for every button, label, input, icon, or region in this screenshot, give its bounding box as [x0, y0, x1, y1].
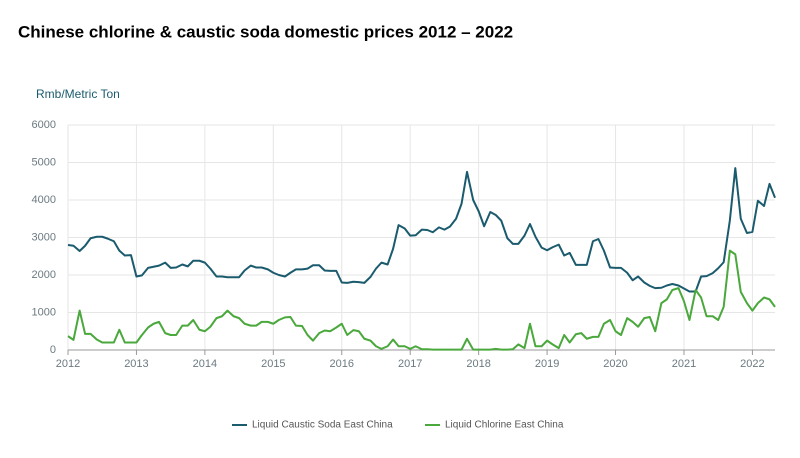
series-line [67, 249, 776, 351]
legend-label: Liquid Caustic Soda East China [252, 420, 393, 431]
x-tick-label: 2020 [603, 358, 627, 370]
y-tick-label: 2000 [32, 269, 56, 281]
y-axis-label: Rmb/Metric Ton [36, 87, 120, 101]
x-tick-label: 2021 [672, 358, 696, 370]
x-tick-label: 2019 [535, 358, 559, 370]
y-tick-label: 4000 [32, 194, 56, 206]
x-tick-label: 2015 [261, 358, 285, 370]
x-tick-label: 2014 [193, 358, 217, 370]
y-tick-label: 5000 [32, 156, 56, 168]
x-tick-label: 2017 [398, 358, 422, 370]
x-tick-label: 2022 [740, 358, 764, 370]
y-tick-label: 1000 [32, 306, 56, 318]
y-tick-label: 6000 [32, 119, 56, 131]
x-tick-label: 2018 [466, 358, 490, 370]
x-tick-label: 2016 [330, 358, 354, 370]
x-tick-label: 2013 [124, 358, 148, 370]
legend-label: Liquid Chlorine East China [445, 420, 564, 431]
x-tick-label: 2012 [56, 358, 80, 370]
series-line [67, 167, 776, 293]
y-tick-label: 0 [50, 344, 56, 356]
y-tick-label: 3000 [32, 231, 56, 243]
chart-title: Chinese chlorine & caustic soda domestic… [18, 22, 513, 41]
